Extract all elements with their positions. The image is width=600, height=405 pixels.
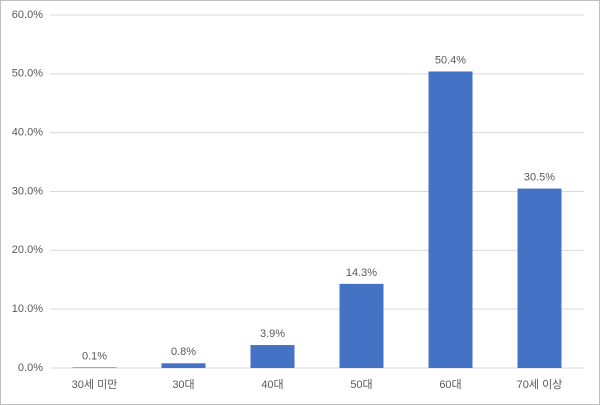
- value-label: 3.9%: [260, 328, 285, 340]
- bar: [250, 345, 295, 368]
- y-tick-label: 20.0%: [12, 244, 43, 256]
- x-tick-label: 60대: [439, 378, 461, 391]
- y-tick-label: 30.0%: [12, 185, 43, 197]
- bar: [72, 367, 117, 368]
- bar: [161, 363, 206, 368]
- y-tick-label: 60.0%: [12, 9, 43, 21]
- value-label: 14.3%: [346, 267, 377, 279]
- value-label: 0.1%: [82, 350, 107, 362]
- x-tick-label: 30세 미만: [72, 378, 118, 391]
- y-tick-label: 0.0%: [18, 362, 43, 374]
- value-label: 30.5%: [524, 171, 555, 183]
- bar: [517, 188, 562, 368]
- y-tick-label: 40.0%: [12, 127, 43, 139]
- x-tick-label: 30대: [172, 378, 194, 391]
- x-tick-label: 50대: [350, 378, 372, 391]
- value-label: 50.4%: [435, 54, 466, 66]
- y-tick-label: 50.0%: [12, 68, 43, 80]
- bar: [428, 71, 473, 368]
- value-label: 0.8%: [171, 346, 196, 358]
- bar: [339, 283, 384, 368]
- y-tick-label: 10.0%: [12, 303, 43, 315]
- x-tick-label: 40대: [261, 378, 283, 391]
- x-tick-label: 70세 이상: [517, 378, 563, 391]
